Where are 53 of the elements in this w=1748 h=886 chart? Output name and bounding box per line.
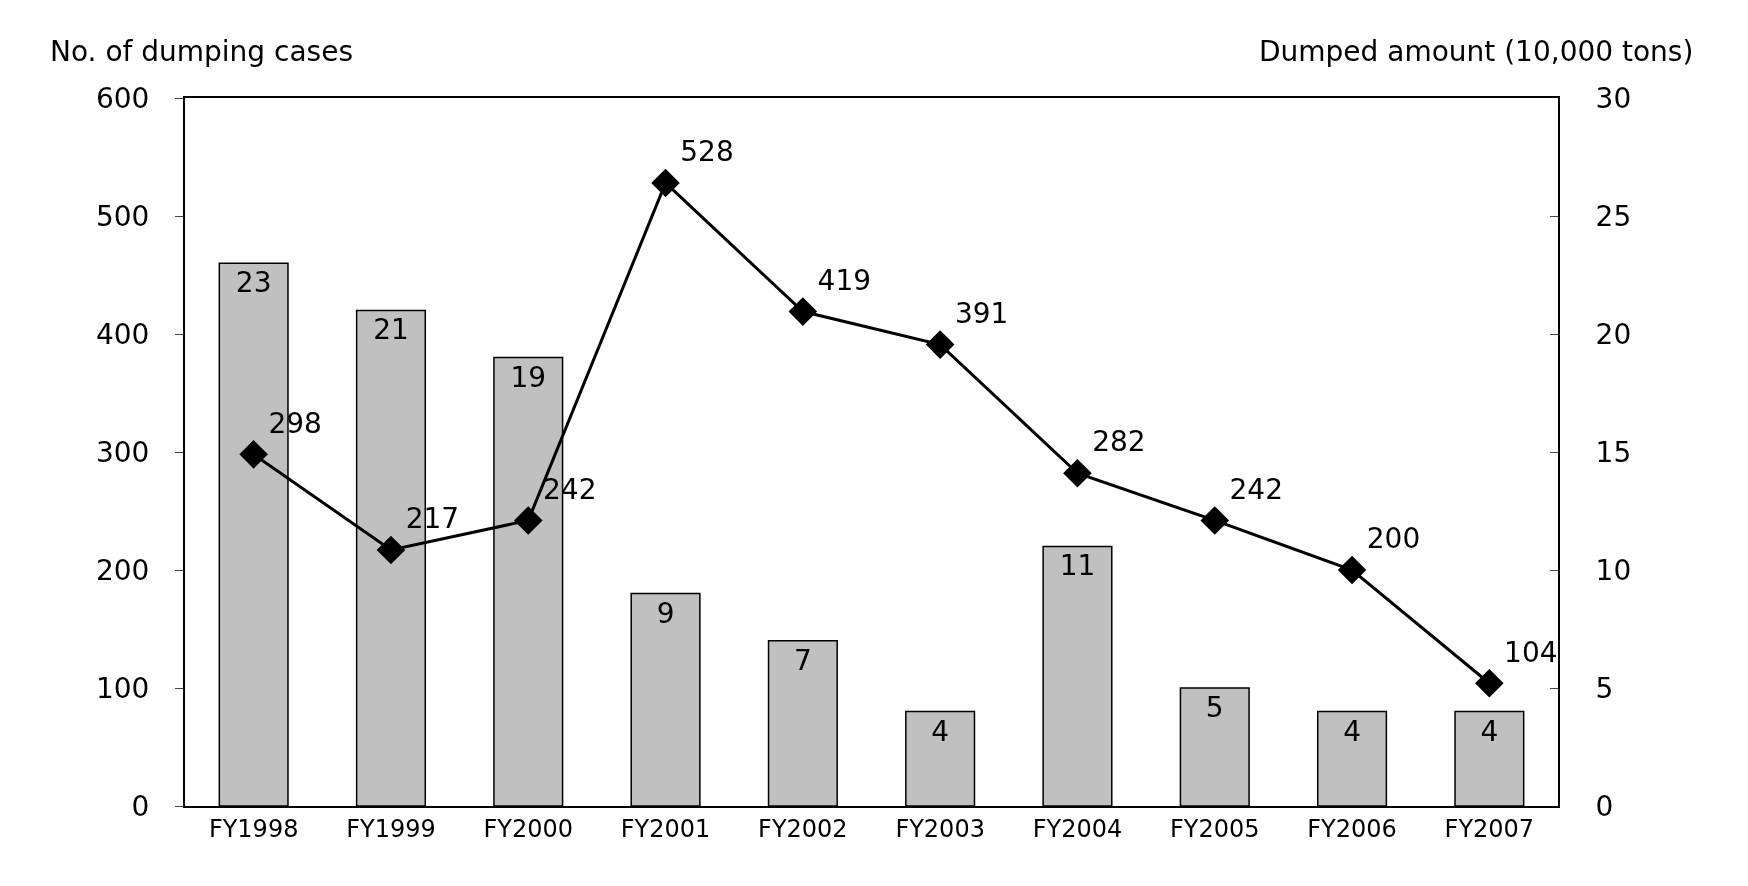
data-label: 7 (793, 643, 812, 677)
x-tick-label: FY2002 (758, 814, 848, 843)
data-label: 9 (656, 596, 675, 630)
x-tick-label: FY2007 (1444, 814, 1535, 843)
data-label: 4 (1343, 714, 1361, 748)
x-tick-label: FY2005 (1169, 814, 1260, 843)
y-tick-label: 0 (131, 789, 150, 823)
y-tick-label: 400 (95, 317, 150, 351)
data-label: 23 (235, 266, 272, 300)
y2-tick-label: 15 (1595, 435, 1632, 469)
y2-tick-label: 25 (1595, 199, 1632, 233)
point (925, 330, 955, 359)
point (1200, 506, 1230, 535)
x-tick-label: FY2006 (1307, 814, 1397, 843)
point (376, 535, 406, 565)
y2-tick-label: 0 (1595, 789, 1614, 823)
point (513, 506, 543, 535)
y-tick-label: 100 (95, 671, 150, 705)
y-tick-label: 500 (95, 199, 150, 233)
data-label: 4 (1480, 714, 1499, 748)
y-tick-label: 300 (95, 435, 150, 469)
x-tick-label: FY2001 (620, 814, 711, 843)
x-tick-label: FY2000 (483, 814, 574, 843)
x-tick-label: FY2004 (1032, 814, 1123, 843)
data-label: 391 (954, 296, 1009, 330)
y2-tick-label: 30 (1595, 81, 1632, 115)
x-tick-label: FY2003 (895, 814, 985, 843)
data-label: 19 (510, 360, 547, 394)
point (1063, 458, 1092, 488)
y2-axis-title: Dumped amount (10,000 tons) (1259, 35, 1694, 68)
data-label: 5 (1205, 691, 1224, 724)
y-tick-label: 600 (95, 81, 150, 115)
data-label: 4 (931, 714, 950, 748)
point (239, 440, 268, 469)
data-label: 528 (680, 135, 734, 169)
y-axis-title: No. of dumping cases (50, 35, 353, 68)
point (1475, 668, 1504, 698)
data-label: 419 (817, 263, 872, 297)
data-label: 282 (1092, 425, 1146, 459)
y-tick-label: 200 (95, 553, 150, 587)
x-tick-label: FY1999 (346, 814, 436, 843)
y2-tick-label: 10 (1595, 553, 1632, 587)
y2-tick-label: 20 (1595, 317, 1632, 351)
point (788, 297, 818, 326)
data-label: 104 (1504, 635, 1558, 669)
x-tick-label: FY1998 (208, 814, 299, 843)
data-label: 242 (1229, 472, 1283, 506)
y2-tick-label: 5 (1595, 671, 1614, 705)
data-label: 21 (373, 313, 409, 347)
data-label: 200 (1366, 522, 1421, 556)
point (651, 168, 680, 198)
data-label: 11 (1059, 549, 1096, 583)
point (1337, 555, 1367, 585)
